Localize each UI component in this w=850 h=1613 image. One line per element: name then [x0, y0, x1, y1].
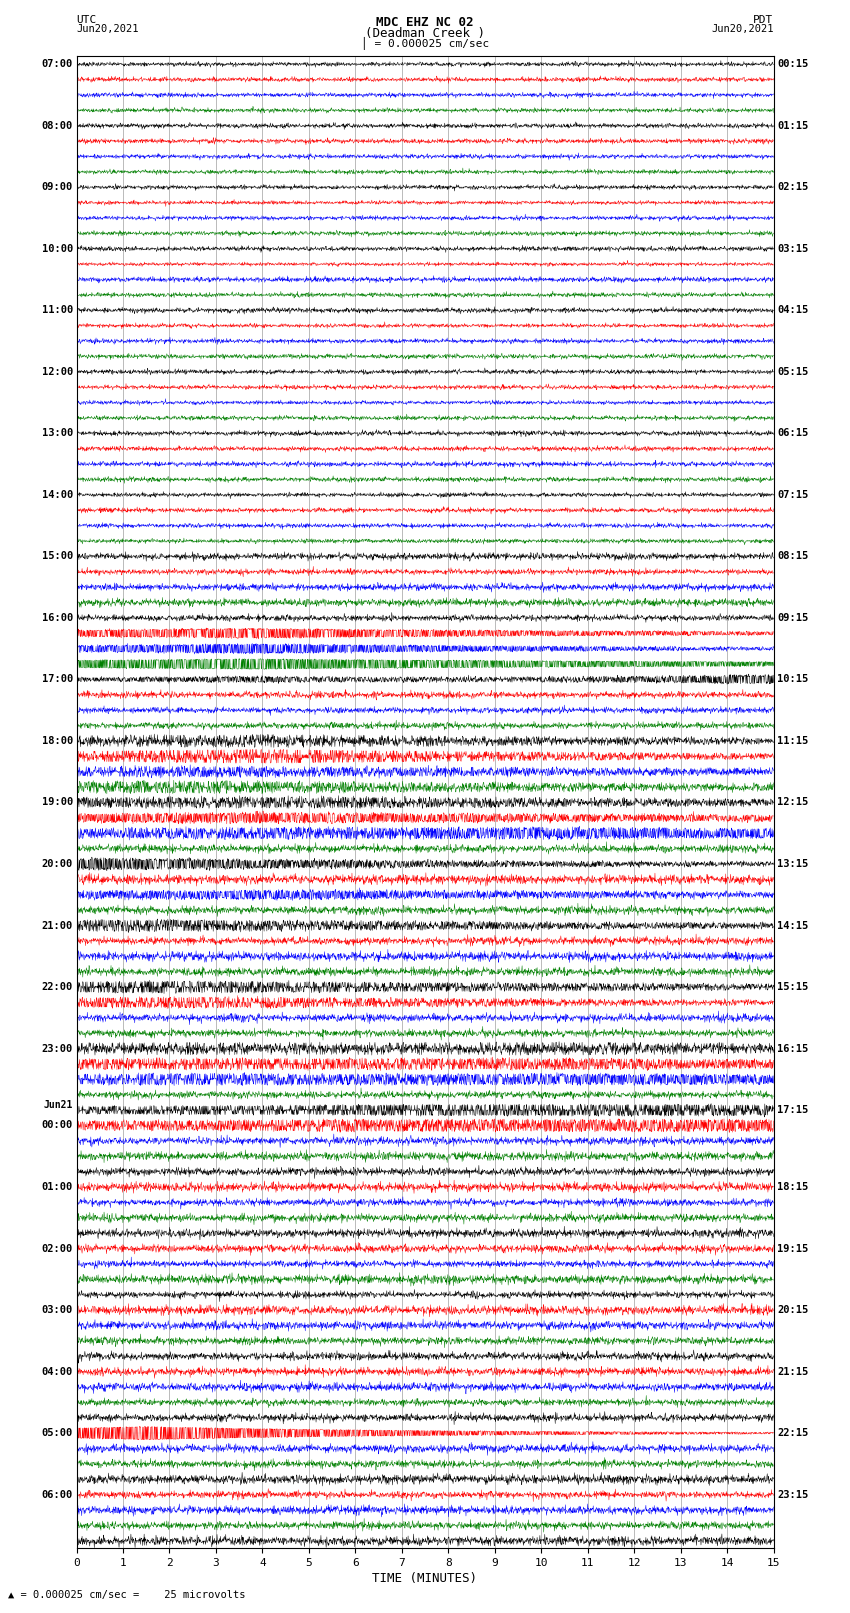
- Text: 18:15: 18:15: [777, 1182, 808, 1192]
- Text: 05:15: 05:15: [777, 366, 808, 377]
- Text: 08:15: 08:15: [777, 552, 808, 561]
- Text: 12:00: 12:00: [42, 366, 73, 377]
- Text: 16:00: 16:00: [42, 613, 73, 623]
- Text: 22:00: 22:00: [42, 982, 73, 992]
- Text: 10:00: 10:00: [42, 244, 73, 253]
- Text: 00:00: 00:00: [42, 1121, 73, 1131]
- Text: 16:15: 16:15: [777, 1044, 808, 1053]
- Text: 23:15: 23:15: [777, 1490, 808, 1500]
- Text: Jun21: Jun21: [43, 1100, 73, 1110]
- Text: 19:00: 19:00: [42, 797, 73, 808]
- Text: PDT: PDT: [753, 15, 774, 24]
- Text: 04:00: 04:00: [42, 1366, 73, 1376]
- Text: 05:00: 05:00: [42, 1428, 73, 1439]
- Text: 04:15: 04:15: [777, 305, 808, 315]
- Text: │ = 0.000025 cm/sec: │ = 0.000025 cm/sec: [361, 37, 489, 50]
- Text: 18:00: 18:00: [42, 736, 73, 745]
- Text: 17:00: 17:00: [42, 674, 73, 684]
- Text: MDC EHZ NC 02: MDC EHZ NC 02: [377, 16, 473, 29]
- Text: 02:15: 02:15: [777, 182, 808, 192]
- Text: 02:00: 02:00: [42, 1244, 73, 1253]
- Text: 17:15: 17:15: [777, 1105, 808, 1115]
- Text: 01:15: 01:15: [777, 121, 808, 131]
- Text: 13:00: 13:00: [42, 429, 73, 439]
- Text: 00:15: 00:15: [777, 60, 808, 69]
- Text: 08:00: 08:00: [42, 121, 73, 131]
- X-axis label: TIME (MINUTES): TIME (MINUTES): [372, 1573, 478, 1586]
- Text: Jun20,2021: Jun20,2021: [711, 24, 774, 34]
- Text: 15:15: 15:15: [777, 982, 808, 992]
- Text: Jun20,2021: Jun20,2021: [76, 24, 139, 34]
- Text: 03:15: 03:15: [777, 244, 808, 253]
- Text: 06:00: 06:00: [42, 1490, 73, 1500]
- Text: 09:15: 09:15: [777, 613, 808, 623]
- Text: UTC: UTC: [76, 15, 97, 24]
- Text: (Deadman Creek ): (Deadman Creek ): [365, 27, 485, 40]
- Text: 13:15: 13:15: [777, 860, 808, 869]
- Text: 21:15: 21:15: [777, 1366, 808, 1376]
- Text: 19:15: 19:15: [777, 1244, 808, 1253]
- Text: 01:00: 01:00: [42, 1182, 73, 1192]
- Text: 21:00: 21:00: [42, 921, 73, 931]
- Text: 11:15: 11:15: [777, 736, 808, 745]
- Text: 23:00: 23:00: [42, 1044, 73, 1053]
- Text: 20:15: 20:15: [777, 1305, 808, 1315]
- Text: 11:00: 11:00: [42, 305, 73, 315]
- Text: 12:15: 12:15: [777, 797, 808, 808]
- Text: 09:00: 09:00: [42, 182, 73, 192]
- Text: ▲ = 0.000025 cm/sec =    25 microvolts: ▲ = 0.000025 cm/sec = 25 microvolts: [8, 1590, 246, 1600]
- Text: 20:00: 20:00: [42, 860, 73, 869]
- Text: 10:15: 10:15: [777, 674, 808, 684]
- Text: 03:00: 03:00: [42, 1305, 73, 1315]
- Text: 22:15: 22:15: [777, 1428, 808, 1439]
- Text: 07:00: 07:00: [42, 60, 73, 69]
- Text: 07:15: 07:15: [777, 490, 808, 500]
- Text: 14:00: 14:00: [42, 490, 73, 500]
- Text: 15:00: 15:00: [42, 552, 73, 561]
- Text: 06:15: 06:15: [777, 429, 808, 439]
- Text: 14:15: 14:15: [777, 921, 808, 931]
